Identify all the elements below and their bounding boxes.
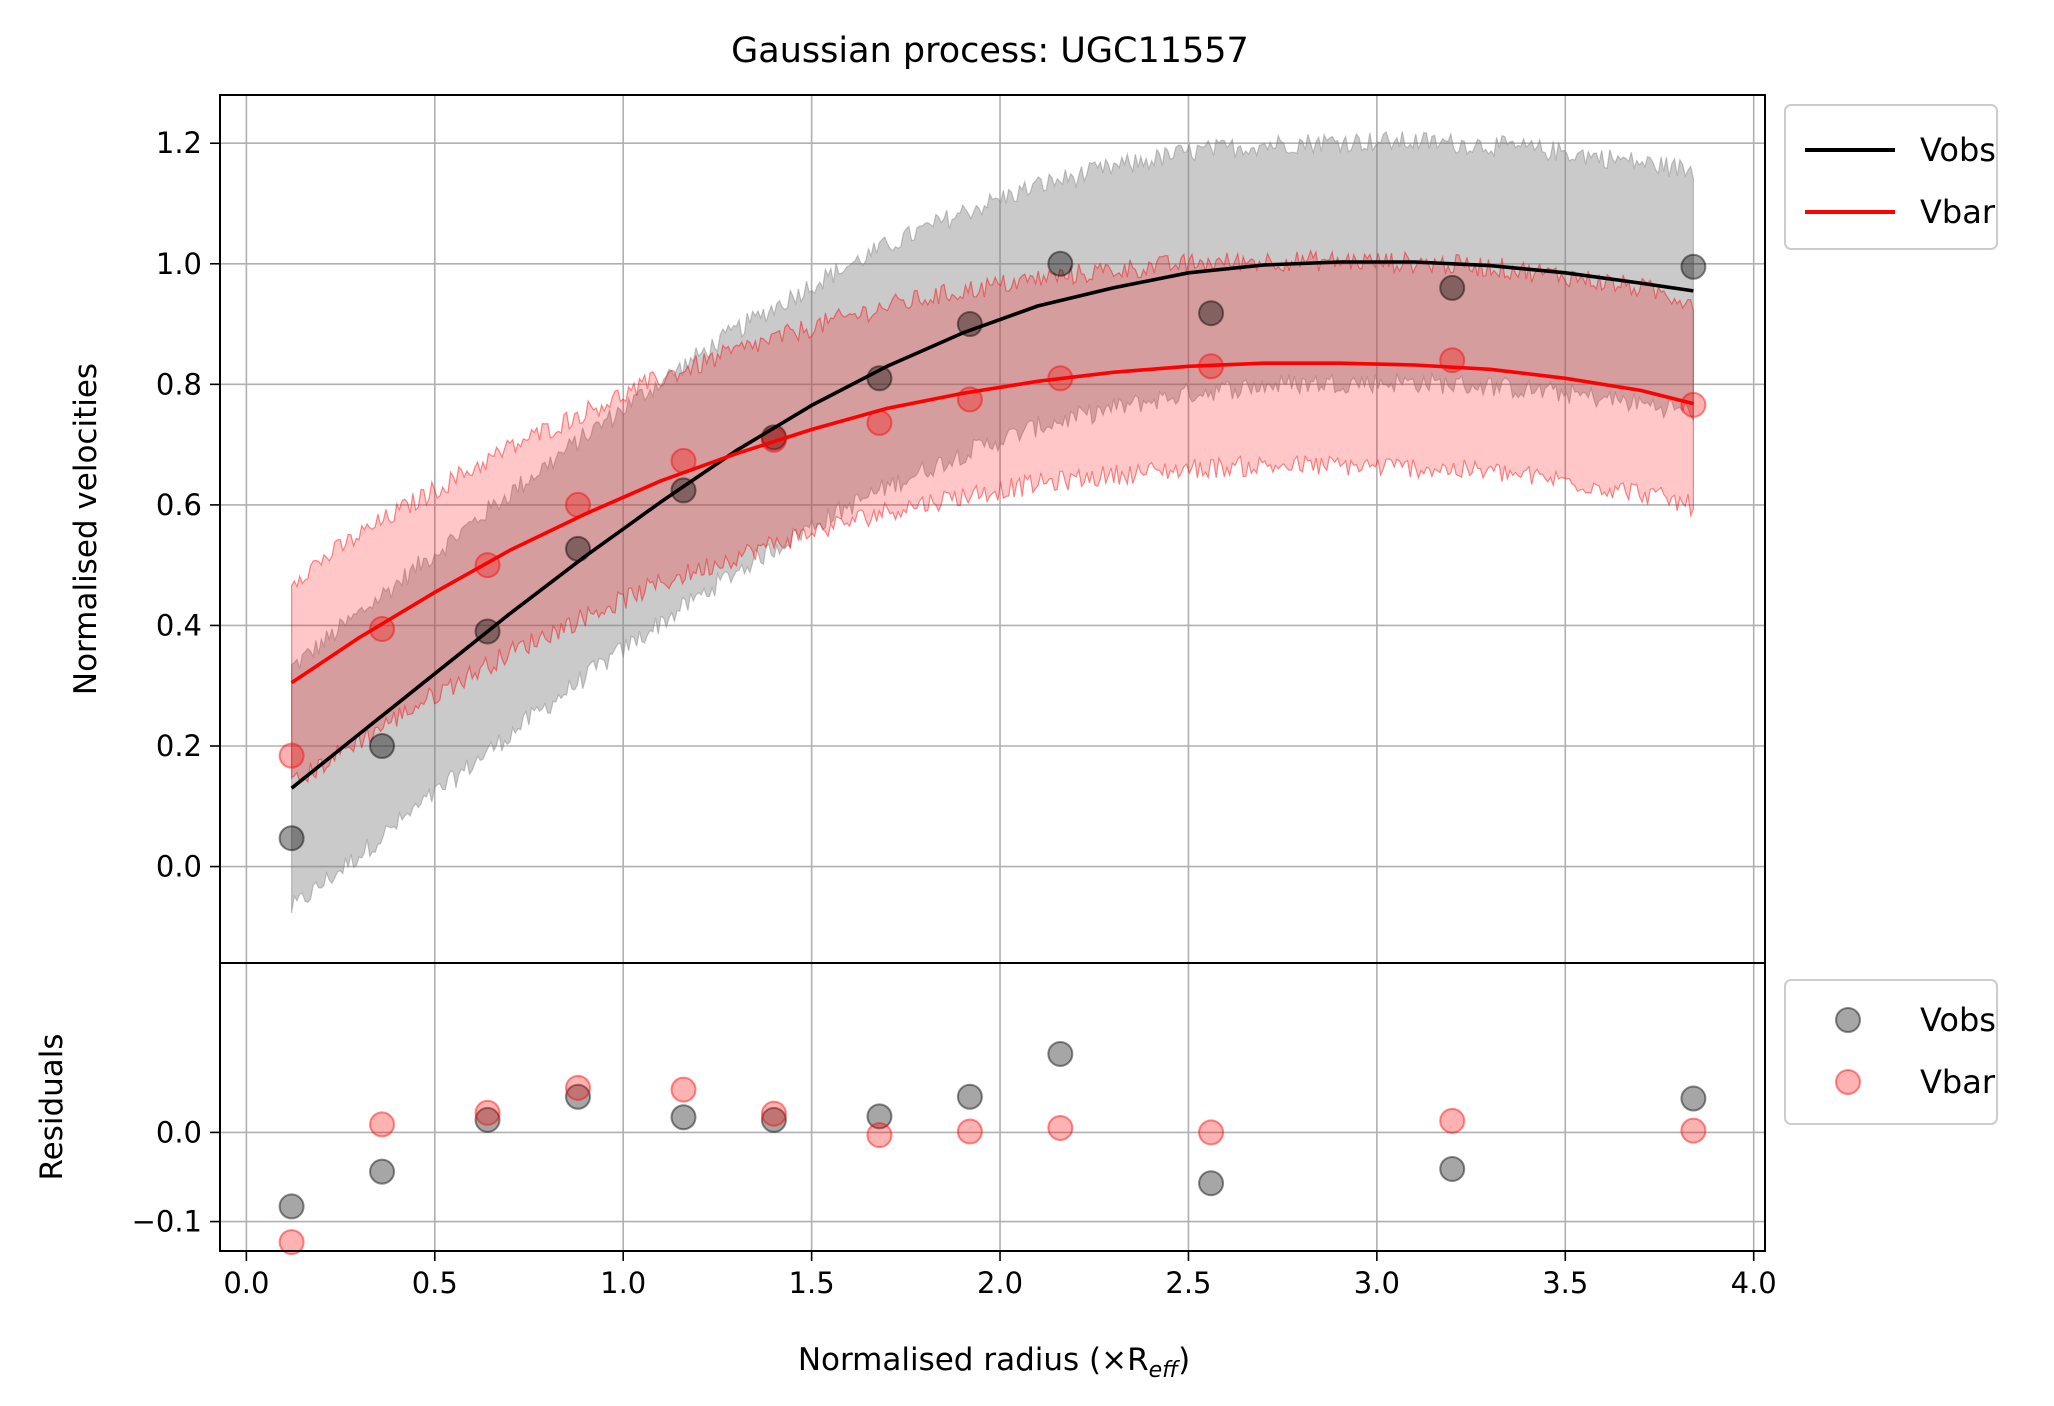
- x-axis-label-text: Normalised radius (×R: [798, 1342, 1149, 1378]
- x-tick-label-8: 4.0: [1731, 1266, 1777, 1300]
- residual-point-vobs-3: [564, 1083, 591, 1110]
- residual-legend-vobs-label: Vobs: [1920, 1001, 1996, 1039]
- x-axis-label-close: ): [1178, 1342, 1190, 1378]
- main-y-tick-label-2: 0.4: [156, 608, 202, 642]
- main-point-vobs-8: [1047, 250, 1074, 277]
- main-legend-vbar-label: Vbar: [1920, 193, 1996, 231]
- main-point-vobs-9: [1198, 300, 1225, 327]
- main-panel-y-ticks: 0.0 0.2 0.4 0.6 0.8 1.0 1.2: [156, 126, 220, 884]
- residual-point-vobs-6: [866, 1103, 893, 1130]
- x-tick-label-1: 0.5: [412, 1266, 458, 1300]
- residual-point-vbar-0: [278, 1229, 305, 1256]
- residual-point-vobs-5: [760, 1106, 787, 1133]
- residual-point-vobs-9: [1198, 1170, 1225, 1197]
- main-point-vobs-1: [369, 733, 396, 759]
- x-tick-label-4: 2.0: [977, 1266, 1023, 1300]
- main-point-vbar-11: [1680, 391, 1707, 418]
- main-y-tick-label-1: 0.2: [156, 729, 202, 763]
- residual-legend-vbar-marker: [1835, 1069, 1861, 1095]
- main-y-tick-label-6: 1.2: [156, 126, 202, 160]
- main-y-tick-label-3: 0.6: [156, 488, 202, 522]
- x-tick-label-6: 3.0: [1354, 1266, 1400, 1300]
- residual-point-vbar-4: [670, 1076, 697, 1103]
- residual-point-vbar-2: [474, 1099, 501, 1126]
- residual-point-vbar-7: [956, 1118, 983, 1145]
- residual-y-tick-label-0: −0.1: [132, 1205, 202, 1239]
- residual-legend-vobs-marker: [1835, 1007, 1861, 1033]
- main-y-tick-label-5: 1.0: [156, 247, 202, 281]
- residual-point-vbar-10: [1439, 1107, 1466, 1134]
- residual-panel-grid: [220, 963, 1765, 1251]
- residual-point-vbar-8: [1047, 1114, 1074, 1141]
- residual-point-vobs-11: [1680, 1085, 1707, 1112]
- residual-panel-points: [278, 1040, 1707, 1256]
- main-band-vobs: [291, 130, 1694, 913]
- residual-y-axis-label: Residuals: [34, 1033, 70, 1180]
- x-axis-label: Normalised radius (×Reff): [798, 1342, 1190, 1383]
- residual-point-vbar-9: [1198, 1119, 1225, 1146]
- main-legend: Vobs Vbar: [1784, 104, 1998, 250]
- residual-legend-box: [1784, 979, 1998, 1125]
- x-axis-ticks: 0.0 0.5 1.0 1.5 2.0 2.5 3.0 3.5 4.0: [223, 1251, 1777, 1300]
- x-tick-label-0: 0.0: [223, 1266, 269, 1300]
- main-point-vobs-10: [1439, 274, 1466, 301]
- main-point-vbar-0: [278, 742, 305, 769]
- x-tick-label-7: 3.5: [1542, 1266, 1588, 1300]
- main-y-tick-label-0: 0.0: [156, 850, 202, 884]
- main-legend-vobs-label: Vobs: [1920, 131, 1996, 169]
- main-mean-curve-vbar: [290, 361, 1694, 685]
- chart-title: Gaussian process: UGC11557: [731, 31, 1249, 71]
- residual-legend-vbar-label: Vbar: [1920, 1063, 1996, 1101]
- residual-point-vobs-2: [474, 1106, 501, 1133]
- x-axis-label-subscript: eff: [1149, 1358, 1181, 1383]
- residual-point-vbar-1: [369, 1111, 396, 1138]
- main-point-vobs-11: [1680, 253, 1707, 280]
- residual-point-vobs-4: [670, 1104, 697, 1131]
- residual-point-vobs-10: [1439, 1155, 1466, 1182]
- residual-point-vbar-11: [1680, 1117, 1707, 1144]
- residual-point-vobs-8: [1047, 1040, 1074, 1067]
- residual-point-vobs-1: [369, 1158, 396, 1185]
- residual-panel-y-ticks: −0.1 0.0: [132, 1115, 220, 1239]
- x-tick-label-3: 1.5: [789, 1266, 835, 1300]
- residual-point-vbar-6: [866, 1122, 893, 1149]
- main-mean-curve-vobs: [290, 260, 1694, 790]
- main-y-tick-label-4: 0.8: [156, 367, 202, 401]
- residual-panel-frame: [219, 962, 1766, 1252]
- main-panel-uncertainty-bands: [291, 130, 1694, 913]
- residual-point-vobs-0: [278, 1193, 305, 1220]
- residual-point-vobs-7: [956, 1083, 983, 1110]
- x-tick-label-5: 2.5: [1165, 1266, 1211, 1300]
- x-tick-label-2: 1.0: [600, 1266, 646, 1300]
- residual-point-vbar-5: [760, 1100, 787, 1127]
- main-band-vbar: [291, 248, 1694, 784]
- main-y-axis-label: Normalised velocities: [68, 363, 104, 695]
- residual-point-vbar-3: [564, 1074, 591, 1101]
- residual-legend: Vobs Vbar: [1784, 979, 1998, 1125]
- main-panel-grid: [220, 95, 1765, 963]
- residual-y-tick-label-1: 0.0: [156, 1115, 202, 1149]
- main-panel-mean-curves: [290, 260, 1694, 790]
- main-point-vobs-0: [278, 825, 305, 852]
